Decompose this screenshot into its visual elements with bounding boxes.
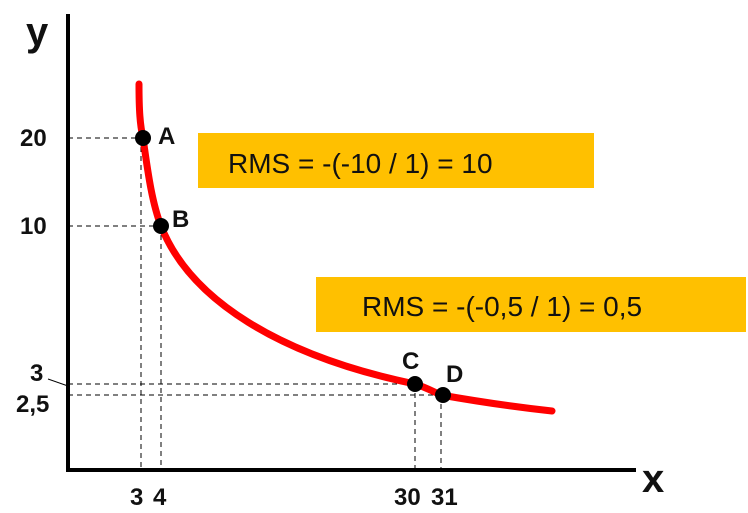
rms-box-2 [316,277,746,332]
x-axis-title: x [642,457,664,501]
x-tick-3: 3 [130,484,143,511]
point-label-a: A [158,123,175,150]
y-tick-10: 10 [20,213,47,240]
tick-3-leader [47,378,69,387]
y-tick-2-5: 2,5 [16,391,49,418]
point-label-d: D [446,361,463,388]
y-tick-3: 3 [30,360,43,387]
rms-text-1: RMS = -(-10 / 1) = 10 [228,148,493,179]
point-a [135,130,151,146]
point-c [407,376,423,392]
point-label-b: B [172,206,189,233]
rms-box-1 [198,133,594,188]
rms-text-2: RMS = -(-0,5 / 1) = 0,5 [362,291,642,322]
x-tick-30: 30 [394,484,421,511]
point-b [153,218,169,234]
point-d [435,387,451,403]
x-tick-4: 4 [153,484,167,511]
x-tick-31: 31 [431,484,458,511]
y-tick-20: 20 [20,125,47,152]
guide-lines [68,137,442,470]
point-label-c: C [402,348,419,375]
y-axis-title: y [26,10,49,54]
